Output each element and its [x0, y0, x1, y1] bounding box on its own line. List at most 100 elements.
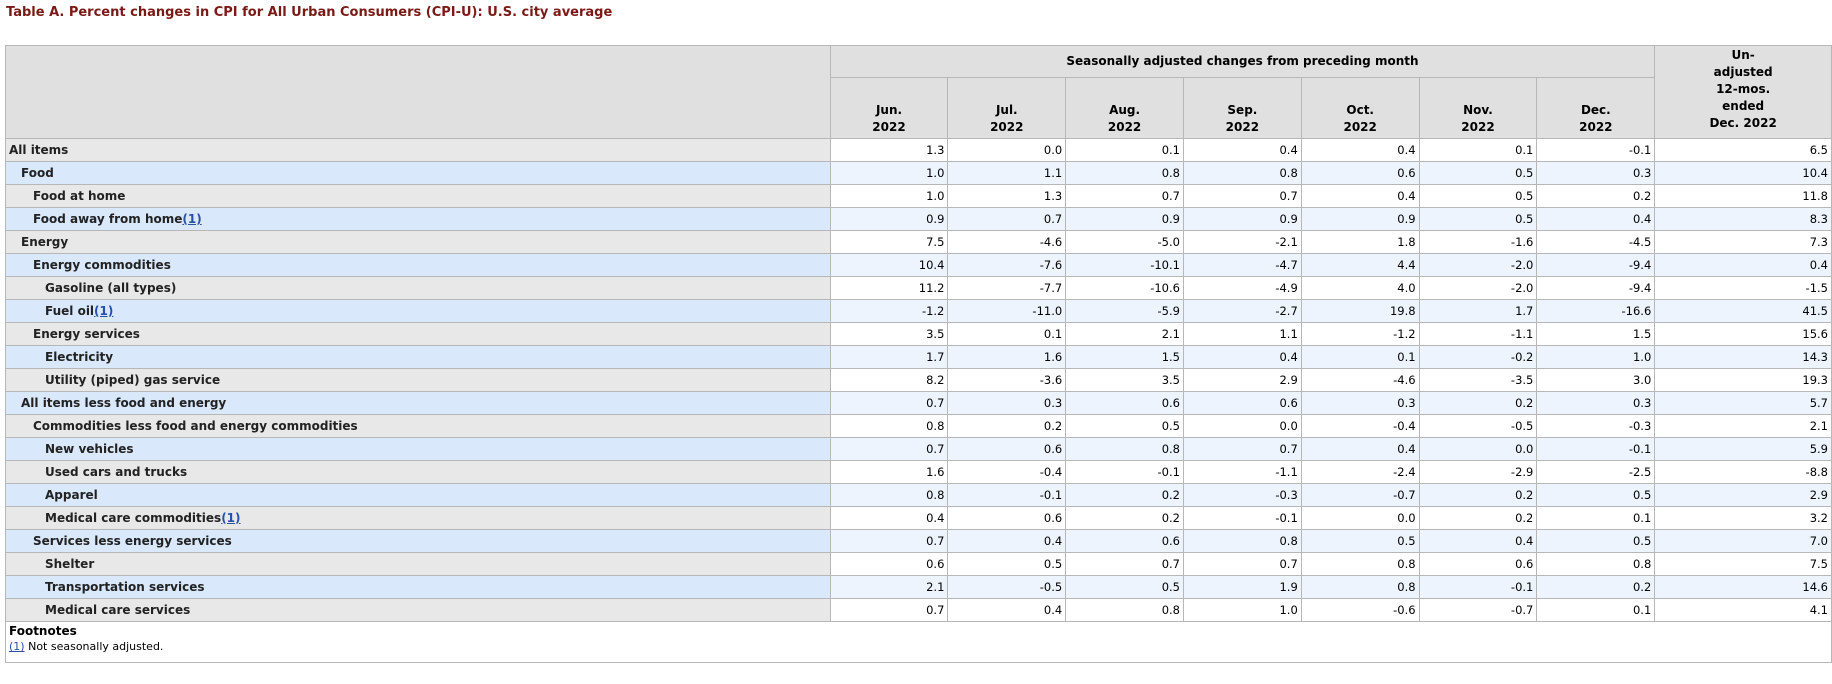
value-cell: 0.7 [829, 598, 949, 622]
row-label: Medical care services [45, 603, 191, 617]
table-row: Shelter 0.6 0.5 0.7 0.7 0.8 0.6 0.8 7.5 [5, 552, 1832, 576]
row-label: Medical care commodities [45, 511, 222, 525]
unadjusted-value-cell: -1.5 [1654, 276, 1832, 300]
value-cell: -3.6 [947, 368, 1067, 392]
value-cell: 0.0 [947, 138, 1067, 162]
value-cell: -16.6 [1536, 299, 1656, 323]
value-cell: -1.2 [829, 299, 949, 323]
unadjusted-value-cell: 15.6 [1654, 322, 1832, 346]
value-cell: -4.7 [1182, 253, 1302, 277]
footnote-ref-link[interactable]: (1) [94, 304, 114, 318]
value-cell: -4.6 [1300, 368, 1420, 392]
footnote-ref-link[interactable]: (1) [221, 511, 241, 525]
value-cell: 11.2 [829, 276, 949, 300]
year-label: 2022 [1579, 120, 1613, 134]
unadjusted-value-cell: 14.3 [1654, 345, 1832, 369]
value-cell: -4.5 [1536, 230, 1656, 254]
value-cell: 1.7 [1418, 299, 1538, 323]
month-label: Dec. [1580, 103, 1611, 117]
value-cell: 0.8 [1182, 529, 1302, 553]
row-label: Energy services [33, 327, 140, 341]
value-cell: 0.0 [1182, 414, 1302, 438]
value-cell: 0.5 [1418, 184, 1538, 208]
row-label: Commodities less food and energy commodi… [33, 419, 358, 433]
value-cell: 0.5 [1418, 161, 1538, 185]
row-label-cell: Transportation services [5, 575, 831, 599]
unadjusted-line: 12-mos. [1716, 82, 1771, 96]
value-cell: 1.0 [1182, 598, 1302, 622]
value-cell: 0.6 [1065, 529, 1184, 553]
value-cell: 0.3 [1300, 391, 1420, 415]
value-cell: 0.4 [829, 506, 949, 530]
value-cell: -0.3 [1536, 414, 1656, 438]
value-cell: 0.4 [947, 598, 1067, 622]
unadjusted-line: Un- [1731, 48, 1755, 62]
row-label-cell: Services less energy services [5, 529, 831, 553]
value-cell: 0.8 [1536, 552, 1656, 576]
value-cell: 0.8 [829, 414, 949, 438]
value-cell: -0.5 [947, 575, 1067, 599]
unadjusted-value-cell: 4.1 [1654, 598, 1832, 622]
value-cell: 0.2 [1418, 391, 1538, 415]
value-cell: -11.0 [947, 299, 1067, 323]
value-cell: 0.5 [1418, 207, 1538, 231]
year-label: 2022 [1225, 120, 1260, 134]
value-cell: 0.4 [947, 529, 1067, 553]
value-cell: 19.8 [1300, 299, 1420, 323]
table-row: Energy 7.5 -4.6 -5.0 -2.1 1.8 -1.6 -4.5 7.3 [5, 230, 1832, 254]
value-cell: 1.1 [947, 161, 1067, 185]
table-row: All items less food and energy 0.7 0.3 0.6 0… [5, 391, 1832, 415]
table-row: Services less energy services 0.7 0.4 0.6 0.… [5, 529, 1832, 553]
row-label: Shelter [45, 557, 95, 571]
footnote-link[interactable]: (1) [9, 640, 25, 653]
value-cell: -2.1 [1182, 230, 1302, 254]
value-cell: 0.2 [1065, 506, 1184, 530]
unadjusted-value-cell: 3.2 [1654, 506, 1832, 530]
row-label-cell: Commodities less food and energy commodi… [5, 414, 831, 438]
value-cell: 4.4 [1300, 253, 1420, 277]
footnote-ref-link[interactable]: (1) [182, 212, 202, 226]
row-label-cell: Gasoline (all types) [5, 276, 831, 300]
value-cell: -10.1 [1065, 253, 1184, 277]
value-cell: -1.2 [1300, 322, 1420, 346]
value-cell: 0.2 [947, 414, 1067, 438]
value-cell: 0.7 [829, 437, 949, 461]
value-cell: -0.1 [1182, 506, 1302, 530]
value-cell: 0.4 [1182, 138, 1302, 162]
value-cell: 0.9 [1182, 207, 1302, 231]
table-row: Utility (piped) gas service 8.2 -3.6 3.5 2.9… [5, 368, 1832, 392]
month-header: Oct. 2022 [1300, 77, 1420, 139]
unadjusted-value-cell: 5.9 [1654, 437, 1832, 461]
unadjusted-value-cell: 2.9 [1654, 483, 1832, 507]
value-cell: 0.9 [1300, 207, 1420, 231]
value-cell: -0.3 [1182, 483, 1302, 507]
value-cell: 0.5 [1065, 575, 1184, 599]
table-row: Apparel 0.8 -0.1 0.2 -0.3 -0.7 0.2 0.5 2.9 [5, 483, 1832, 507]
value-cell: 0.6 [947, 437, 1067, 461]
month-label: Sep. [1227, 103, 1258, 117]
year-label: 2022 [1461, 120, 1495, 134]
value-cell: 0.6 [947, 506, 1067, 530]
row-label: Fuel oil [45, 304, 95, 318]
value-cell: 0.8 [1065, 598, 1184, 622]
row-label: Food [21, 166, 54, 180]
row-label: Services less energy services [33, 534, 232, 548]
value-cell: 0.1 [947, 322, 1067, 346]
row-label: All items [9, 143, 69, 157]
value-cell: -0.7 [1300, 483, 1420, 507]
value-cell: 0.4 [1418, 529, 1538, 553]
year-label: 2022 [872, 120, 906, 134]
value-cell: 0.4 [1536, 207, 1656, 231]
row-label-cell: Medical care services [5, 598, 831, 622]
row-label-cell: Electricity [5, 345, 831, 369]
unadjusted-value-cell: 7.3 [1654, 230, 1832, 254]
value-cell: 0.8 [1065, 161, 1184, 185]
value-cell: 0.1 [1300, 345, 1420, 369]
value-cell: 0.6 [1418, 552, 1538, 576]
value-cell: 0.2 [1065, 483, 1184, 507]
value-cell: -5.9 [1065, 299, 1184, 323]
value-cell: -0.6 [1300, 598, 1420, 622]
unadjusted-value-cell: 7.0 [1654, 529, 1832, 553]
row-label: Transportation services [45, 580, 205, 594]
month-header: Dec. 2022 [1536, 77, 1656, 139]
